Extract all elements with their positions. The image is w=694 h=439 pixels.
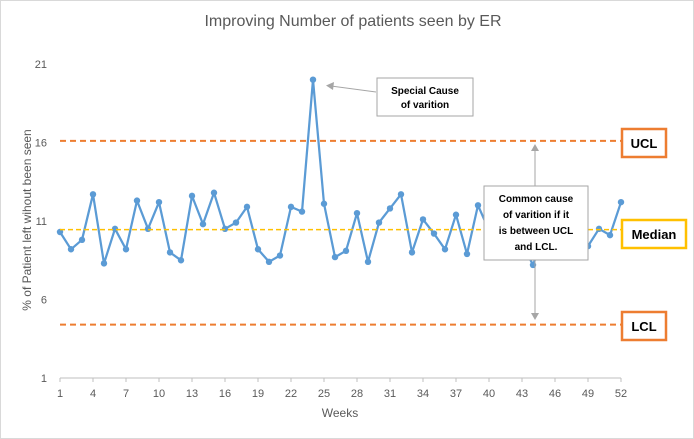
data-point xyxy=(67,246,75,253)
x-tick-label: 16 xyxy=(219,388,231,400)
y-tick-label: 1 xyxy=(41,373,47,385)
common-cause-line-4: and LCL. xyxy=(515,242,558,253)
x-tick-label: 25 xyxy=(318,388,330,400)
data-point xyxy=(155,198,163,206)
common-cause-box xyxy=(483,185,589,261)
data-point xyxy=(474,202,482,209)
y-axis-label: % of Patient left wihout been seen xyxy=(20,129,34,310)
y-tick-label: 11 xyxy=(36,216,47,228)
data-point xyxy=(353,209,361,217)
x-tick-label: 43 xyxy=(516,388,528,400)
data-point xyxy=(276,252,284,259)
median-label-box xyxy=(620,218,688,250)
x-tick-label: 7 xyxy=(123,388,129,400)
lcl-label: LCL xyxy=(620,310,668,342)
chart-title: Improving Number of patients seen by ER xyxy=(204,13,501,30)
x-tick-label: 49 xyxy=(582,388,594,400)
data-point xyxy=(331,253,339,261)
data-point xyxy=(386,205,394,212)
x-tick-label: 19 xyxy=(252,388,264,400)
common-cause-arrowhead-up xyxy=(531,144,539,151)
data-point xyxy=(177,257,185,264)
ucl-label-text: UCL xyxy=(631,136,658,151)
common-cause-callout: Common cause of varition if it is betwee… xyxy=(483,144,589,320)
data-point xyxy=(430,230,438,237)
data-point xyxy=(287,203,295,211)
data-point xyxy=(210,189,218,196)
common-cause-arrowhead-down xyxy=(531,313,539,320)
data-point xyxy=(122,246,130,253)
data-point xyxy=(111,225,119,233)
x-tick-label: 40 xyxy=(483,388,495,400)
data-point xyxy=(100,260,108,267)
data-point xyxy=(298,208,306,215)
data-point xyxy=(232,219,240,226)
data-point xyxy=(375,219,383,226)
data-point xyxy=(463,250,471,258)
data-point xyxy=(243,203,251,211)
data-point xyxy=(309,76,317,83)
x-tick-label: 37 xyxy=(450,388,462,400)
y-tick-label: 6 xyxy=(41,295,47,307)
data-point xyxy=(254,246,262,253)
data-point xyxy=(188,192,196,200)
x-tick-label: 31 xyxy=(384,388,396,400)
x-tick-label: 1 xyxy=(57,388,63,400)
special-cause-line-1: Special Cause xyxy=(391,86,459,97)
x-tick-label: 13 xyxy=(186,388,198,400)
median-label: Median xyxy=(620,218,688,250)
axes: 1 4 7 10 13 16 19 22 25 28 31 34 37 40 43 46 49 521611162… xyxy=(35,59,627,400)
data-point xyxy=(364,258,372,266)
reference-lines xyxy=(60,139,621,326)
data-point xyxy=(89,191,97,198)
x-tick-label: 4 xyxy=(90,388,96,400)
x-tick-label: 22 xyxy=(285,388,297,400)
data-point xyxy=(133,197,141,204)
data-point xyxy=(419,216,427,223)
lcl-label-text: LCL xyxy=(631,319,656,334)
data-point xyxy=(166,249,174,256)
special-cause-callout: Special Cause of varition xyxy=(326,77,474,117)
x-axis-label: Weeks xyxy=(322,406,358,420)
special-cause-line-2: of varition xyxy=(401,100,449,111)
x-tick-label: 34 xyxy=(417,388,429,400)
x-tick-label: 10 xyxy=(153,388,165,400)
x-tick-label: 46 xyxy=(549,388,561,400)
lcl-label-box xyxy=(620,310,668,342)
special-cause-arrowhead xyxy=(326,82,334,90)
data-point xyxy=(441,246,449,253)
x-tick-label: 52 xyxy=(615,388,627,400)
special-cause-box xyxy=(376,77,474,117)
data-point xyxy=(408,249,416,256)
x-tick-label: 28 xyxy=(351,388,363,400)
common-cause-line-3: is between UCL xyxy=(499,226,573,237)
ucl-label-box xyxy=(620,127,668,159)
data-point xyxy=(452,211,460,218)
median-label-text: Median xyxy=(632,227,677,242)
common-cause-line-1: Common cause xyxy=(499,194,574,205)
common-cause-line-2: of varition if it xyxy=(503,210,570,221)
data-point xyxy=(199,220,207,228)
data-point xyxy=(397,191,405,198)
data-point xyxy=(78,236,86,244)
data-point xyxy=(320,200,328,207)
data-point xyxy=(617,198,625,206)
y-tick-label: 16 xyxy=(35,138,47,150)
y-tick-label: 21 xyxy=(35,59,47,71)
data-point xyxy=(265,258,273,266)
data-point xyxy=(342,247,350,255)
data-point xyxy=(606,231,614,239)
special-cause-arrow xyxy=(330,85,377,93)
ucl-label: UCL xyxy=(620,127,668,159)
